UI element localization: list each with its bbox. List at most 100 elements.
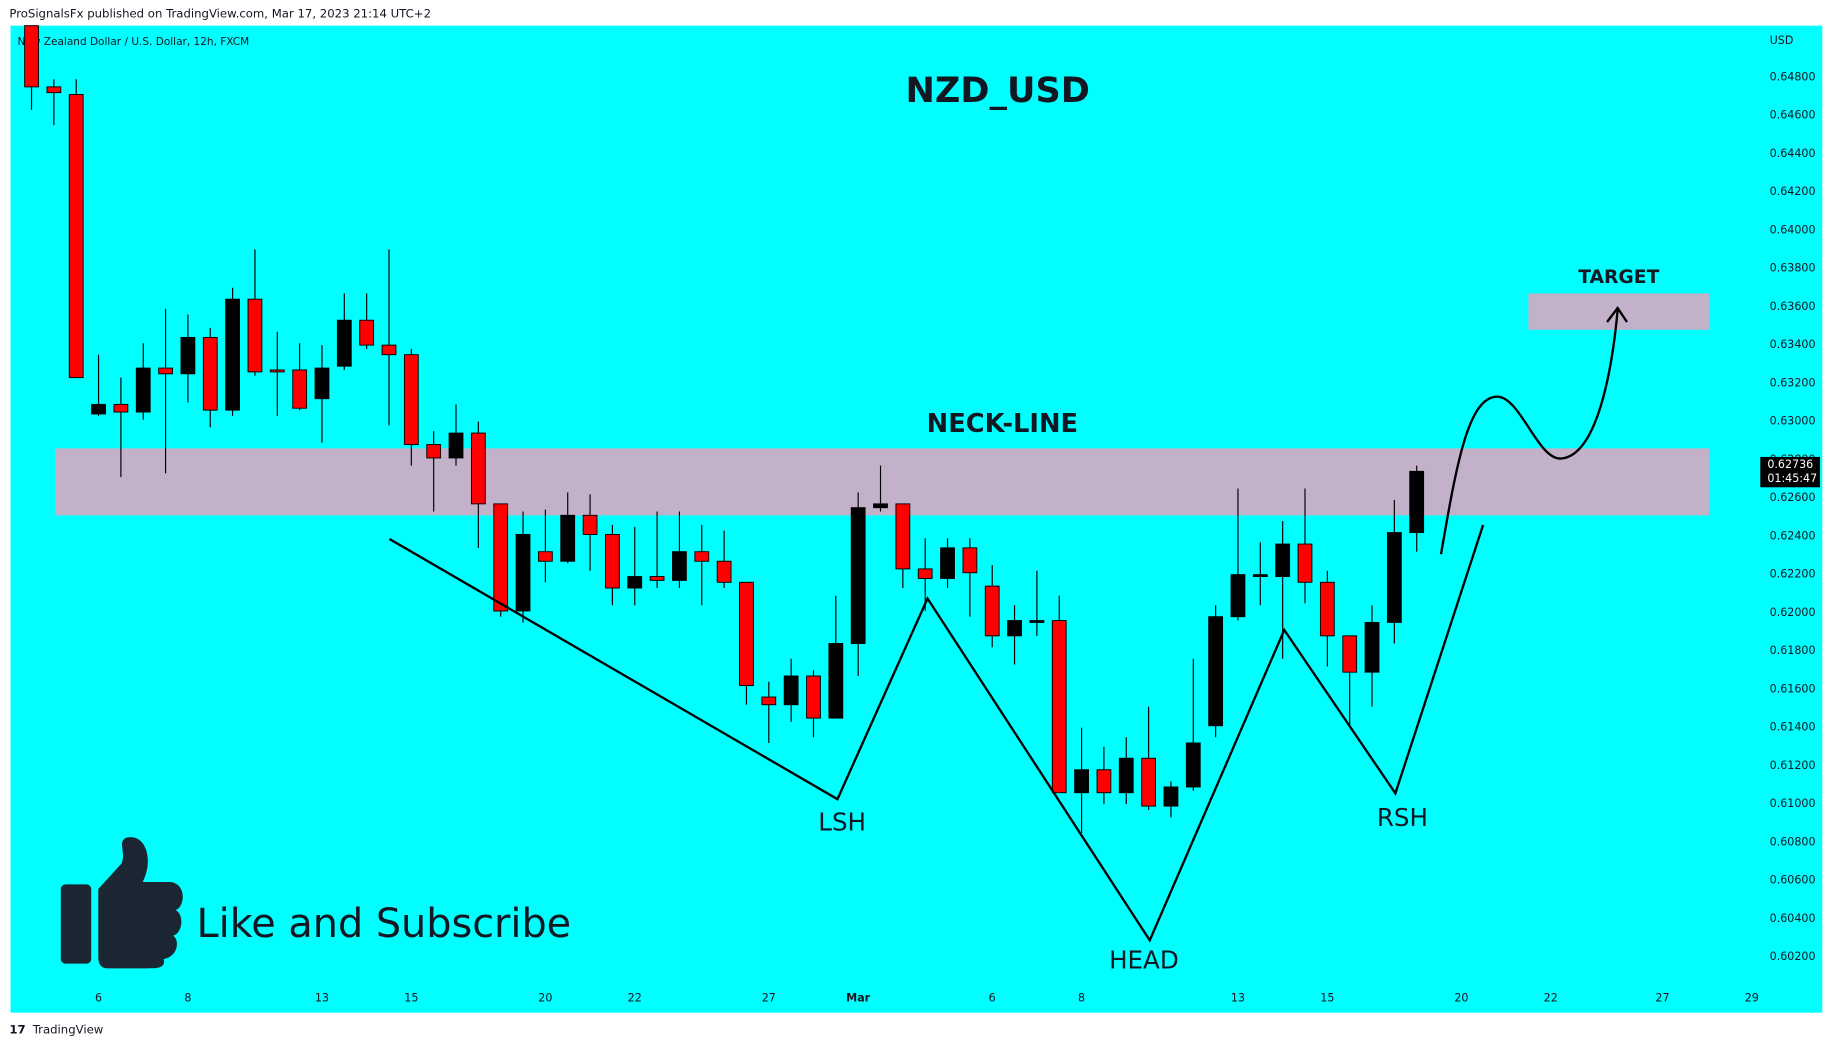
price-tag	[1760, 456, 1820, 488]
candle-body	[806, 675, 821, 719]
candle-body	[1319, 581, 1335, 637]
candle-body	[225, 298, 240, 411]
candle-body	[381, 344, 397, 356]
candle-body	[873, 503, 888, 509]
candle-body	[1096, 769, 1112, 794]
candle-body	[1185, 742, 1201, 788]
y-tick-label: 0.60400	[1770, 912, 1816, 925]
candle-body	[716, 560, 732, 583]
candle-body	[828, 643, 844, 719]
overlay-text: Like and Subscribe	[197, 901, 572, 947]
pattern-label: RSH	[1377, 803, 1428, 832]
candle-body	[917, 568, 933, 579]
candle-body	[560, 514, 576, 562]
price-tag-countdown: 01:45:47	[1767, 472, 1817, 485]
candle-body	[46, 86, 62, 94]
candle-body	[1230, 574, 1246, 618]
candle-body	[24, 25, 39, 88]
candle-body	[1141, 757, 1156, 807]
candle-body	[292, 369, 308, 409]
y-tick-label: 0.61200	[1770, 759, 1816, 772]
candle-body	[672, 551, 687, 581]
x-tick-label: 27	[762, 992, 776, 1005]
y-tick-label: 0.61800	[1770, 644, 1816, 657]
y-tick-label: 0.61000	[1770, 797, 1816, 810]
zone-label: NECK-LINE	[927, 409, 1078, 439]
y-tick-label: 0.63400	[1770, 338, 1816, 351]
candle-body	[247, 298, 263, 373]
candle-body	[940, 547, 955, 579]
candle-body	[470, 432, 486, 505]
candle-body	[1297, 543, 1313, 583]
candle-body	[1118, 757, 1134, 794]
plot-background	[10, 25, 1823, 1013]
candle-body	[605, 534, 620, 589]
y-tick-label: 0.63800	[1770, 262, 1816, 275]
zone-label: TARGET	[1578, 267, 1659, 288]
candle-body	[739, 581, 754, 687]
x-tick-label: 13	[1231, 992, 1245, 1005]
candle-body	[426, 444, 442, 459]
thumb-icon	[60, 837, 183, 969]
x-tick-label: 15	[1320, 992, 1334, 1005]
x-tick-label: 22	[1544, 992, 1558, 1005]
pattern-label: LSH	[818, 808, 866, 837]
x-tick-label: 27	[1655, 992, 1669, 1005]
y-tick-label: 0.63000	[1770, 415, 1816, 428]
candle-body	[135, 367, 151, 413]
candle-body	[158, 367, 173, 375]
candle-body	[68, 94, 84, 379]
y-tick-label: 0.64000	[1770, 223, 1816, 236]
candle-body	[761, 696, 777, 706]
y-tick-label: 0.62200	[1770, 568, 1816, 581]
y-tick-label: 0.60800	[1770, 835, 1816, 848]
chart-title: NZD_USD	[906, 70, 1090, 111]
candle-body	[1029, 620, 1045, 623]
candle-body	[850, 507, 866, 644]
pattern-label: HEAD	[1109, 945, 1179, 974]
candle-body	[1342, 635, 1358, 673]
candle-body	[962, 547, 978, 574]
candle-body	[582, 514, 598, 535]
candle-body	[1386, 532, 1402, 623]
y-tick-label: 0.62600	[1770, 491, 1816, 504]
candle-body	[694, 551, 710, 562]
publisher: ProSignalsFx published on TradingView.co…	[9, 7, 431, 21]
candle-body	[1208, 616, 1224, 727]
candle-body	[314, 367, 330, 400]
y-tick-label: 0.60200	[1770, 950, 1816, 963]
x-tick-label: 20	[1454, 992, 1468, 1005]
y-tick-label: 0.64800	[1770, 70, 1816, 83]
y-tick-label: 0.61400	[1770, 721, 1816, 734]
y-tick-label: 0.62000	[1770, 606, 1816, 619]
candle-body	[649, 576, 665, 581]
candle-body	[1364, 621, 1380, 673]
y-tick-label: 0.64400	[1770, 147, 1816, 160]
y-tick-label: 0.64200	[1770, 185, 1816, 198]
x-tick-label: 6	[989, 992, 996, 1005]
candle-body	[1074, 769, 1089, 794]
y-tick-label: 0.63200	[1770, 376, 1816, 389]
candle-body	[537, 551, 553, 562]
footer-brand: TradingView	[32, 1023, 104, 1037]
x-tick-label: 6	[95, 992, 102, 1005]
candle-body	[1051, 620, 1067, 794]
currency: USD	[1770, 34, 1794, 47]
candle-body	[1252, 574, 1268, 578]
y-tick-label: 0.64600	[1770, 109, 1816, 122]
projection-arrow	[1606, 305, 1628, 323]
candle-body	[493, 503, 509, 612]
candle-body	[113, 403, 129, 413]
candle-body	[202, 336, 218, 411]
y-tick-label: 0.61600	[1770, 682, 1816, 695]
x-tick-label: Mar	[846, 992, 871, 1005]
candle-body	[1007, 620, 1022, 637]
x-tick-label: 13	[315, 992, 329, 1005]
y-tick-label: 0.63600	[1770, 300, 1816, 313]
x-tick-label: 8	[1078, 992, 1085, 1005]
candle-body	[783, 675, 799, 706]
candle-body	[269, 369, 285, 373]
candle-body	[895, 503, 911, 570]
